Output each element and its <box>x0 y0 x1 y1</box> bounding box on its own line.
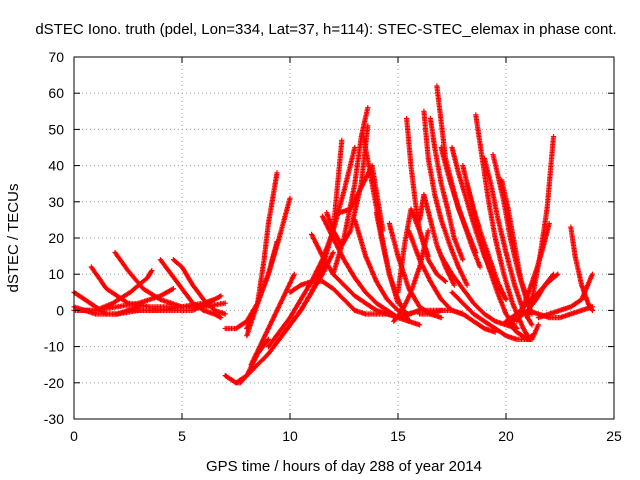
series-arc40 <box>464 181 509 303</box>
ticks-layer: -30 -20 -10 0 10 20 30 40 50 60 70 0 5 10 15 20 25 <box>44 49 622 444</box>
x-axis-label: GPS time / hours of day 288 of year 2014 <box>206 458 482 475</box>
data-point-markers <box>360 134 401 306</box>
y-axis-label: dSTEC / TECUs <box>5 184 22 293</box>
y-tick-label: -10 <box>44 339 64 355</box>
y-tick-label: 60 <box>48 85 64 101</box>
x-tick-label: 15 <box>390 428 406 444</box>
x-tick-label: 5 <box>178 428 186 444</box>
x-tick-label: 25 <box>606 428 622 444</box>
data-point-markers <box>464 181 509 303</box>
series-arc36 <box>438 144 483 270</box>
grid-layer <box>74 57 614 419</box>
y-tick-label: -30 <box>44 411 64 427</box>
y-tick-label: 50 <box>48 121 64 137</box>
data-point-markers <box>449 289 535 342</box>
marks-layer <box>71 83 595 386</box>
series-arc08 <box>170 257 228 317</box>
x-tick-label: 10 <box>282 428 298 444</box>
data-point-markers <box>88 264 174 310</box>
series-arc41 <box>449 289 535 342</box>
y-tick-label: 10 <box>48 266 64 282</box>
series-arc33 <box>427 115 466 263</box>
series-arc38 <box>438 253 520 332</box>
series-arc18 <box>309 231 390 317</box>
chart-title: dSTEC Iono. truth (pdel, Lon=334, Lat=37… <box>35 21 616 38</box>
data-point-markers <box>535 271 595 321</box>
y-tick-label: 40 <box>48 158 64 174</box>
data-point-markers <box>421 108 470 288</box>
series-arc15 <box>244 195 293 332</box>
series-arc32 <box>421 108 470 288</box>
y-tick-label: 30 <box>48 194 64 210</box>
data-point-markers <box>170 257 228 317</box>
series-arc51 <box>535 271 595 321</box>
data-point-markers <box>438 253 520 332</box>
series-arc53 <box>503 271 561 324</box>
series-arc55 <box>287 278 358 313</box>
data-point-markers <box>287 278 358 313</box>
data-point-markers <box>330 105 371 277</box>
y-tick-label: 20 <box>48 230 64 246</box>
series-arc24 <box>360 134 401 306</box>
data-point-markers <box>404 115 449 284</box>
series-arc09 <box>125 293 224 313</box>
data-point-markers <box>157 257 224 321</box>
y-tick-label: -20 <box>44 375 64 391</box>
series-arc07 <box>157 257 224 321</box>
data-point-markers <box>244 195 293 332</box>
series-arc52 <box>568 224 595 313</box>
data-point-markers <box>503 271 561 324</box>
data-point-markers <box>427 115 466 263</box>
series-arc04 <box>88 264 174 310</box>
data-point-markers <box>568 224 595 313</box>
data-point-markers <box>248 271 297 368</box>
x-tick-label: 20 <box>498 428 514 444</box>
data-point-markers <box>125 293 224 313</box>
series-arc29 <box>404 115 449 284</box>
series-arc21 <box>330 105 371 277</box>
data-point-markers <box>438 144 483 270</box>
series-arc14 <box>248 271 297 368</box>
y-tick-label: 70 <box>48 49 64 65</box>
data-point-markers <box>309 231 390 317</box>
y-tick-label: 0 <box>56 302 64 318</box>
x-tick-label: 0 <box>70 428 78 444</box>
